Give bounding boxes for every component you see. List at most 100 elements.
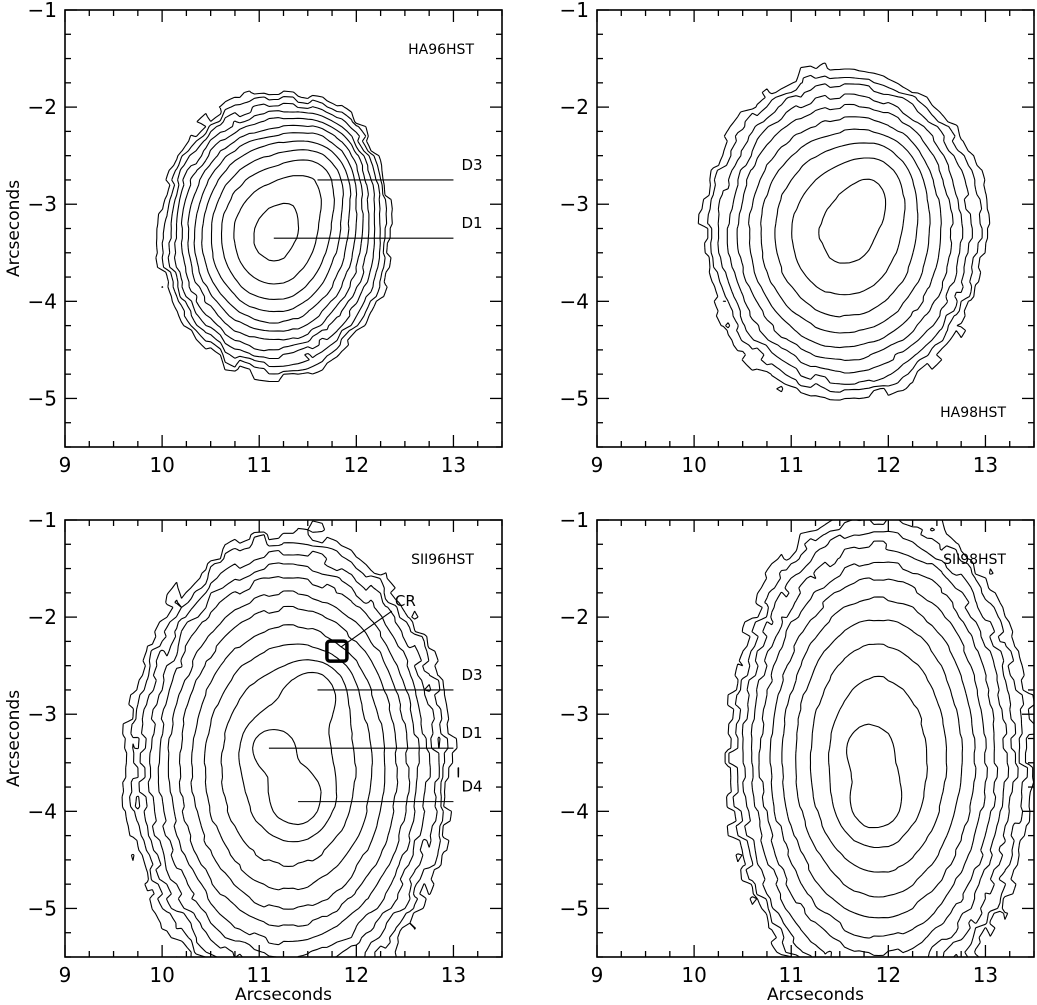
panel-title: HA98HST <box>940 405 1006 421</box>
x-tick-label: 13 <box>973 963 998 987</box>
x-tick-label: 12 <box>876 963 901 987</box>
panel-title: SII96HST <box>411 552 474 568</box>
x-tick-label: 9 <box>591 453 604 477</box>
annotation-d1: D1 <box>273 214 483 239</box>
y-tick-label: −4 <box>28 289 57 313</box>
y-tick-label: −1 <box>560 508 589 532</box>
contour-level-5 <box>758 561 999 957</box>
axis-ticks <box>596 519 1035 958</box>
contour-level-9 <box>203 643 373 891</box>
contour-level-11 <box>233 175 322 285</box>
contour-level-10 <box>828 675 928 849</box>
axis-ticks <box>596 9 1035 448</box>
x-tick-label: 13 <box>441 453 466 477</box>
contour-level-11 <box>238 671 338 843</box>
x-tick-label: 11 <box>778 453 803 477</box>
x-tick-label: 12 <box>344 453 369 477</box>
contour-level-3 <box>138 549 440 957</box>
contour-level-10 <box>220 659 357 867</box>
x-tick-label: 10 <box>149 453 174 477</box>
x-tick-label: 10 <box>681 963 706 987</box>
contour-level-1 <box>724 520 1034 957</box>
contour-level-6 <box>748 116 942 349</box>
x-tick-label: 11 <box>246 453 271 477</box>
x-tick-label: 11 <box>778 963 803 987</box>
contour-level-7 <box>178 605 399 927</box>
y-tick-label: −2 <box>560 95 589 119</box>
contour-level-8 <box>795 619 964 898</box>
contour-level-9 <box>791 157 906 296</box>
x-tick-label: 10 <box>149 963 174 987</box>
y-tick-label: −2 <box>560 605 589 629</box>
contour-level-12 <box>252 728 322 826</box>
y-tick-label: −5 <box>28 386 57 410</box>
contour-level-2 <box>707 74 983 393</box>
contour-level-5 <box>736 103 954 361</box>
contour-level-6 <box>769 577 988 939</box>
contour-level-8 <box>201 140 352 324</box>
y-tick-label: −5 <box>28 896 57 920</box>
x-tick-label: 13 <box>441 963 466 987</box>
y-tick-label: −2 <box>28 605 57 629</box>
contour-level-6 <box>167 590 411 946</box>
y-tick-label: −3 <box>28 192 57 216</box>
contour-lines <box>697 62 991 401</box>
plot-frame <box>64 519 503 958</box>
contour-lines <box>155 90 393 383</box>
contour-level-4 <box>726 93 964 374</box>
annotation-d1: D1 <box>268 724 483 749</box>
contour-level-9 <box>809 643 948 873</box>
contour-level-2 <box>728 520 1029 957</box>
contour-level-2 <box>129 534 449 957</box>
contour-level-10 <box>818 178 887 264</box>
contour-level-5 <box>157 576 420 957</box>
panel-ha98: 9 10 11 12 13 −1 −2 −3 −4 −5 HA98HST <box>560 0 1035 477</box>
annotation-label: D3 <box>461 156 482 174</box>
annotation-label: CR <box>395 592 416 610</box>
contour-level-4 <box>173 110 376 360</box>
x-tick-label: 12 <box>344 963 369 987</box>
annotation-label: D4 <box>461 778 482 796</box>
y-tick-label: −4 <box>560 289 589 313</box>
annotation-label: D1 <box>461 214 482 232</box>
y-tick-label: −1 <box>28 508 57 532</box>
contour-level-8 <box>774 142 919 318</box>
x-axis-label: Arcseconds <box>767 985 864 1005</box>
x-tick-label: 13 <box>973 453 998 477</box>
contour-level-11 <box>846 723 903 829</box>
plot-frame <box>64 9 503 448</box>
contour-level-3 <box>167 102 381 368</box>
contour-level-8 <box>190 624 386 910</box>
artifact-marker <box>325 639 349 663</box>
contour-level-5 <box>180 117 370 352</box>
y-tick-label: −1 <box>28 0 57 22</box>
x-tick-label: 10 <box>681 453 706 477</box>
contour-level-1 <box>155 90 393 383</box>
panel-sii96: 9 10 11 12 13 −1 −2 −3 −4 −5 Arcseconds Arcseconds S… <box>4 508 503 1005</box>
annotation-cr: CR <box>325 592 416 663</box>
annotation-label: D1 <box>461 724 482 742</box>
annotation-d3: D3 <box>317 156 483 181</box>
x-axis-label: Arcseconds <box>235 985 332 1005</box>
x-tick-label: 9 <box>591 963 604 987</box>
annotation-d3: D3 <box>317 666 483 691</box>
panel-ha96: 9 10 11 12 13 −1 −2 −3 −4 −5 Arcseconds HA96HST D3 D1 <box>4 0 503 477</box>
x-tick-label: 9 <box>59 453 72 477</box>
panel-sii98: 9 10 11 12 13 −1 −2 −3 −4 −5 Arcseconds SII98HST <box>560 508 1035 1005</box>
x-tick-label: 9 <box>59 963 72 987</box>
contour-level-12 <box>253 202 300 262</box>
y-tick-label: −5 <box>560 896 589 920</box>
y-tick-label: −3 <box>560 702 589 726</box>
y-tick-label: −2 <box>28 95 57 119</box>
contour-level-7 <box>781 596 977 919</box>
contour-level-3 <box>741 530 1019 957</box>
contour-lines <box>121 520 460 957</box>
contour-level-3 <box>717 83 973 385</box>
panel-title: SII98HST <box>943 552 1006 568</box>
contour-level-1 <box>697 62 991 401</box>
plot-frame <box>596 9 1035 448</box>
x-tick-label: 11 <box>246 963 271 987</box>
contour-level-10 <box>220 159 335 300</box>
y-tick-label: −4 <box>28 799 57 823</box>
